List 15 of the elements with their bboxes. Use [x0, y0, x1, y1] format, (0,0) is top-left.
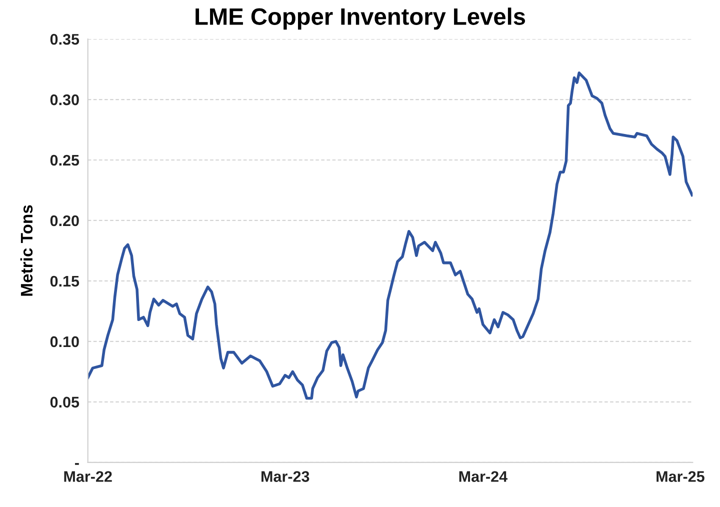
y-tick-label: 0.10 — [50, 336, 79, 348]
y-tick-label: - — [75, 463, 79, 465]
y-tick-label: 0.15 — [50, 276, 80, 287]
y-tick-label: 0.05 — [50, 396, 80, 408]
chart-title: LME Copper Inventory Levels — [196, 8, 526, 30]
x-tick-label: Mar-25 — [656, 471, 704, 482]
line-series — [88, 72, 693, 400]
y-axis-title: Metric Tons — [20, 205, 33, 296]
y-tick-label: 0.25 — [50, 154, 80, 166]
y-tick-label: 0.20 — [50, 215, 79, 226]
x-tick-label: Mar-24 — [459, 471, 508, 482]
x-tick-label: Mar-23 — [262, 471, 310, 482]
y-tick-label: 0.30 — [50, 94, 79, 106]
y-tick-label: 0.35 — [50, 34, 80, 45]
x-tick-label: Mar-22 — [64, 471, 112, 482]
